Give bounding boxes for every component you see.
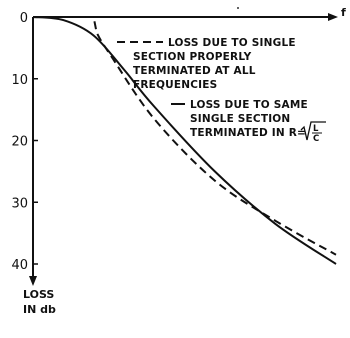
y-tick-label-10: 10 (11, 73, 28, 88)
y-axis-label-line2: IN db (23, 303, 56, 316)
y-tick-label-40: 40 (11, 258, 28, 273)
series-solid-line (32, 16, 337, 265)
x-axis-arrow (328, 13, 338, 21)
x-axis-label: f (341, 6, 346, 19)
formula-numerator: L (313, 124, 319, 134)
legend-dashed-line4: FREQUENCIES (133, 79, 217, 91)
legend-dashed-line2: SECTION PROPERLY (133, 51, 252, 63)
y-tick-label-0: 0 (20, 11, 28, 26)
y-ticks: 0 10 20 30 40 (11, 11, 38, 273)
formula-denominator: C (313, 134, 319, 144)
y-tick-label-30: 30 (11, 196, 28, 211)
y-axis-label-line1: LOSS (23, 288, 54, 301)
legend-solid-line3: TERMINATED IN R= (190, 127, 306, 139)
axes (29, 13, 338, 286)
legend-solid-line2: SINGLE SECTION (190, 113, 290, 125)
legend-dashed-line1: LOSS DUE TO SINGLE (168, 37, 296, 49)
y-axis-arrow (29, 276, 37, 286)
legend: LOSS DUE TO SINGLE SECTION PROPERLY TERM… (117, 37, 326, 144)
series-dashed-line (33, 16, 337, 256)
legend-solid-line1: LOSS DUE TO SAME (190, 99, 308, 111)
y-tick-label-20: 20 (11, 135, 28, 150)
sqrt-l-over-c-formula: L C (300, 121, 326, 144)
series-lines (32, 16, 337, 265)
speck (237, 7, 239, 9)
legend-dashed-line3: TERMINATED AT ALL (133, 65, 256, 77)
sqrt-radical (300, 121, 326, 141)
